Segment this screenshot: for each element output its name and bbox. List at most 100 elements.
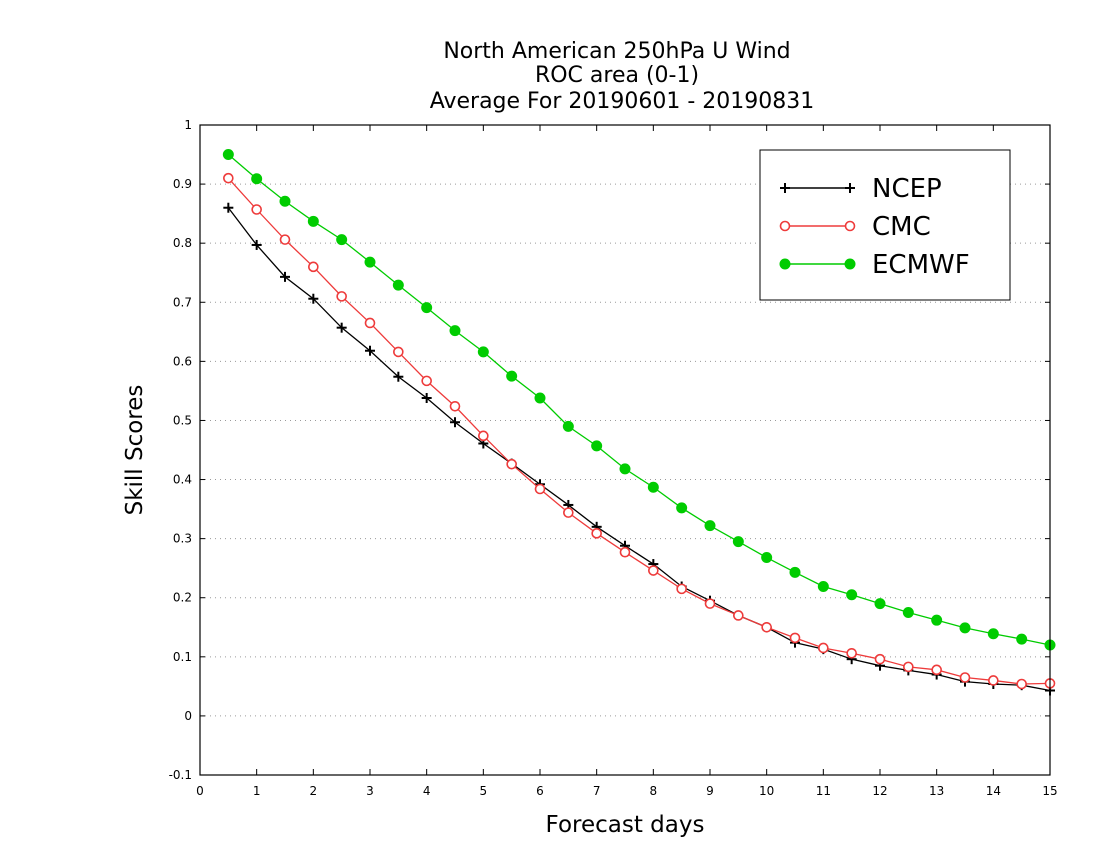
x-tick-label: 6 [536, 784, 544, 798]
point-cmc [761, 621, 772, 633]
x-tick-label: 14 [986, 784, 1001, 798]
point-cmc [818, 642, 829, 654]
point-ncep [251, 239, 262, 250]
point-ecmwf [364, 256, 376, 268]
title-line-1: North American 250hPa U Wind [443, 39, 790, 64]
legend-entry-cmc: CMC [779, 212, 931, 242]
point-cmc [874, 653, 886, 665]
point-cmc [591, 528, 602, 539]
point-ecmwf [732, 536, 744, 548]
point-ecmwf [279, 195, 291, 207]
x-tick-label: 10 [759, 784, 774, 798]
point-cmc [733, 610, 744, 621]
point-cmc [619, 546, 631, 558]
point-ecmwf [336, 234, 348, 246]
point-ecmwf [789, 566, 801, 578]
point-cmc [1016, 678, 1027, 690]
point-ecmwf [449, 325, 461, 337]
point-ecmwf [477, 346, 489, 358]
point-ecmwf [562, 420, 574, 432]
point-ecmwf [421, 302, 433, 314]
point-ncep [223, 202, 234, 213]
legend-marker-cmc [779, 220, 791, 232]
point-ecmwf [392, 279, 404, 291]
point-ecmwf [647, 481, 659, 493]
plot-frame [199, 124, 1051, 776]
x-axis-label: Forecast days [546, 812, 705, 838]
legend-marker-ncep [780, 183, 790, 193]
x-tick-label: 11 [816, 784, 831, 798]
point-ecmwf [676, 502, 688, 514]
point-cmc [676, 583, 687, 595]
point-cmc [279, 234, 291, 245]
point-ecmwf [987, 628, 999, 640]
y-tick-label: 0.9 [173, 177, 192, 191]
legend-box [759, 149, 1011, 301]
point-cmc [449, 400, 461, 412]
x-tick-label: 3 [366, 784, 374, 798]
point-ncep [365, 345, 375, 356]
y-tick-label: 0.1 [173, 650, 192, 664]
point-cmc [704, 598, 716, 609]
point-cmc [478, 430, 489, 442]
y-tick-label: 0.7 [173, 295, 192, 309]
x-tick-label: 2 [310, 784, 318, 798]
title-line-2: ROC area (0-1) [535, 63, 699, 88]
point-ncep [450, 417, 460, 428]
point-ecmwf [534, 392, 546, 404]
point-ncep [393, 371, 404, 382]
point-ecmwf [1016, 633, 1028, 645]
point-cmc [931, 664, 942, 676]
point-cmc [903, 661, 914, 673]
y-tick-label: 0.5 [173, 413, 192, 427]
point-ecmwf [222, 149, 234, 161]
point-ecmwf [902, 607, 914, 618]
legend-label-cmc: CMC [872, 212, 931, 242]
point-cmc [648, 565, 659, 576]
x-tick-label: 8 [650, 784, 658, 798]
x-tick-label: 1 [253, 784, 261, 798]
point-cmc [364, 317, 376, 329]
point-cmc [789, 632, 801, 644]
point-ncep [308, 293, 319, 304]
point-cmc [336, 291, 347, 302]
y-tick-label: 0.2 [173, 591, 192, 605]
legend-label-ecmwf: ECMWF [872, 250, 970, 280]
point-cmc [846, 647, 857, 659]
point-cmc [563, 507, 574, 518]
y-tick-label: 0 [184, 709, 192, 723]
point-ncep [336, 322, 347, 333]
y-tick-label: -0.1 [169, 768, 192, 782]
legend-label-ncep: NCEP [872, 174, 942, 204]
legend: NCEP CMC ECMWF [759, 149, 1011, 301]
point-ecmwf [846, 589, 858, 601]
point-cmc [393, 346, 404, 358]
legend-marker-cmc [844, 220, 856, 232]
point-ecmwf [704, 520, 716, 532]
y-tick-label: 0.3 [173, 532, 192, 546]
title-line-3: Average For 20190601 - 20190831 [430, 89, 815, 114]
series-ecmwf [222, 149, 1056, 651]
series-layer [222, 149, 1056, 696]
x-tick-label: 4 [423, 784, 431, 798]
x-tick-label: 9 [706, 784, 714, 798]
axis-ticks: -0.100.10.20.30.40.50.60.70.80.910 1 2 3 4 5 6… [169, 118, 1058, 798]
legend-marker-ncep [845, 183, 855, 193]
legend-entry-ecmwf: ECMWF [779, 250, 970, 280]
point-ecmwf [619, 463, 631, 475]
chart-title: North American 250hPa U Wind ROC area (0… [430, 39, 815, 114]
x-tick-label: 5 [480, 784, 488, 798]
point-ecmwf [761, 552, 773, 564]
y-axis-label: Skill Scores [122, 385, 148, 516]
series-cmc [223, 172, 1056, 690]
point-ecmwf [251, 173, 263, 185]
point-cmc [308, 261, 319, 273]
point-cmc [251, 204, 262, 215]
y-tick-label: 0.6 [173, 354, 192, 368]
point-cmc [534, 483, 546, 495]
y-tick-label: 1 [184, 118, 192, 132]
point-ecmwf [506, 370, 518, 382]
y-tick-label: 0.8 [173, 236, 192, 250]
point-ecmwf [874, 598, 886, 610]
